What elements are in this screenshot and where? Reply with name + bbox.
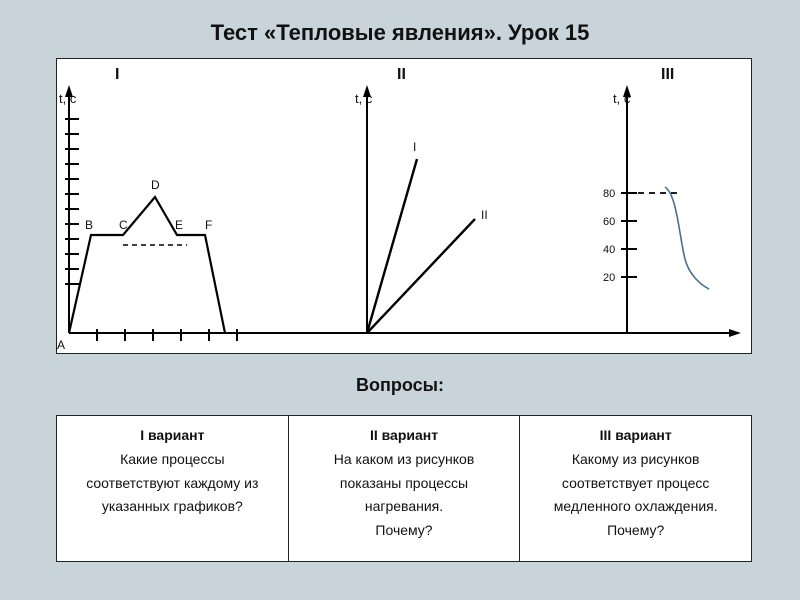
x-axis-arrow	[729, 329, 741, 337]
questions-label: Вопросы:	[0, 375, 800, 396]
panel-1-numeral: I	[115, 66, 119, 83]
panel-3-cooling-curve	[665, 187, 709, 289]
charts-svg: I t, c	[57, 59, 751, 353]
panel-1-label-C: C	[119, 218, 128, 232]
page-title: Тест «Тепловые явления». Урок 15	[0, 20, 800, 46]
variant-3: III вариант Какому из рисунков соответст…	[520, 416, 751, 561]
variant-2-line-1: показаны процессы	[295, 472, 514, 496]
variant-2-line-3: Почему?	[295, 519, 514, 543]
panel-2-series-label-II: II	[481, 208, 488, 222]
panel-2-series-label-I: I	[413, 140, 416, 154]
variant-3-head: III вариант	[526, 424, 745, 448]
variant-2-head: II вариант	[295, 424, 514, 448]
variant-3-line-3: Почему?	[526, 519, 745, 543]
panel-1-label-F: F	[205, 218, 212, 232]
panel-2-numeral: II	[397, 66, 406, 83]
panel-3-tick-60: 60	[603, 216, 615, 228]
charts-panel: I t, c	[56, 58, 752, 354]
panel-2-axis-label: t, c	[355, 91, 373, 106]
panel-1-x-ticks	[97, 329, 237, 341]
variant-2: II вариант На каком из рисунков показаны…	[289, 416, 521, 561]
panel-1-label-D: D	[151, 178, 160, 192]
panel-3-y-ticks	[621, 193, 637, 277]
panel-2: II t, c I II	[355, 66, 488, 333]
panel-1: I t, c	[57, 66, 237, 352]
variant-3-line-2: медленного охлаждения.	[526, 495, 745, 519]
variant-1-line-1: соответствуют каждому из	[63, 472, 282, 496]
variant-3-line-0: Какому из рисунков	[526, 448, 745, 472]
panel-3-tick-20: 20	[603, 272, 615, 284]
variants-table: I вариант Какие процессы соответствуют к…	[56, 415, 752, 562]
variant-1-line-2: указанных графиков?	[63, 495, 282, 519]
panel-1-y-ticks	[65, 119, 79, 284]
variant-1: I вариант Какие процессы соответствуют к…	[57, 416, 289, 561]
panel-1-label-A: A	[57, 338, 65, 352]
variant-2-line-2: нагревания.	[295, 495, 514, 519]
panel-3-tick-80: 80	[603, 188, 615, 200]
variant-3-line-1: соответствует процесс	[526, 472, 745, 496]
page-root: Тест «Тепловые явления». Урок 15 I t, c	[0, 0, 800, 600]
variant-1-line-0: Какие процессы	[63, 448, 282, 472]
panel-1-label-B: B	[85, 218, 93, 232]
variant-2-line-0: На каком из рисунков	[295, 448, 514, 472]
panel-3-numeral: III	[661, 66, 674, 83]
panel-1-label-E: E	[175, 218, 183, 232]
variant-1-head: I вариант	[63, 424, 282, 448]
panel-3-tick-40: 40	[603, 244, 615, 256]
panel-3: III t, c 20 40 60 80	[603, 66, 709, 333]
